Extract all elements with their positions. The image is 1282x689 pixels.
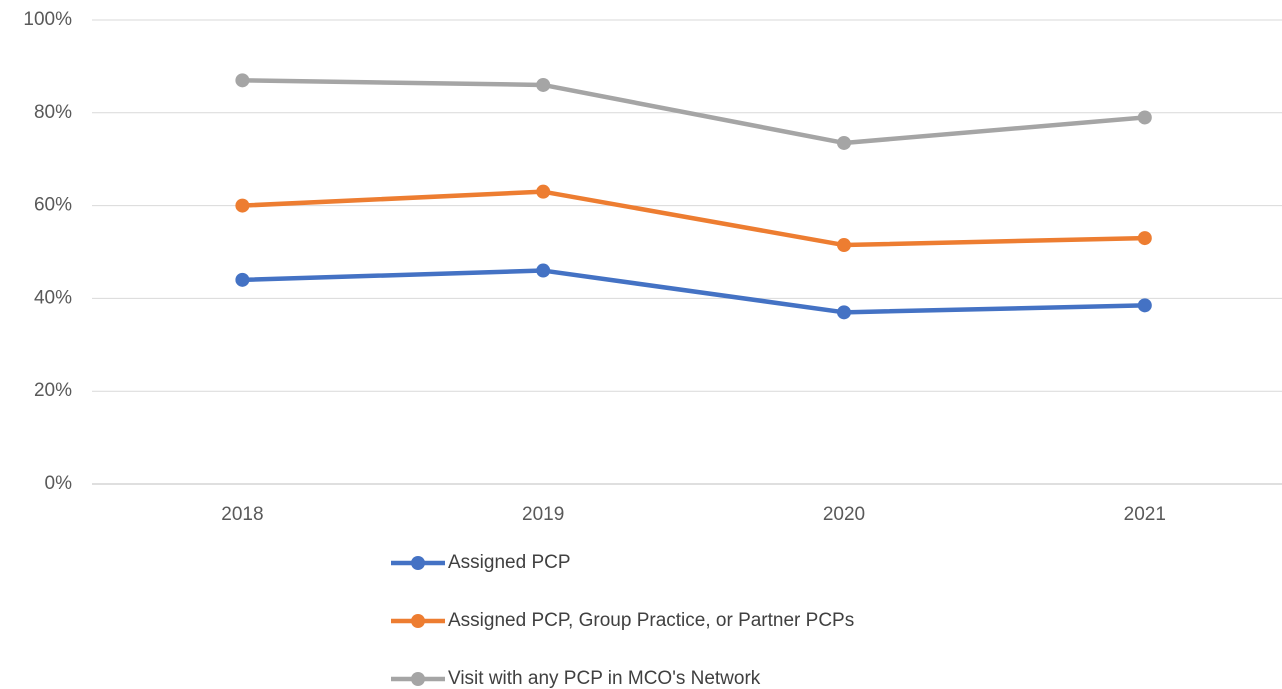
legend-swatch-marker xyxy=(411,556,425,570)
x-tick-label: 2021 xyxy=(1124,504,1166,525)
legend-label: Visit with any PCP in MCO's Network xyxy=(448,668,761,689)
data-point xyxy=(1137,298,1152,313)
legend-label: Assigned PCP xyxy=(448,552,571,573)
x-tick-label: 2018 xyxy=(221,504,263,525)
data-point xyxy=(235,272,250,287)
data-point xyxy=(536,77,551,92)
y-tick-label: 100% xyxy=(23,9,72,30)
series-line xyxy=(240,189,1148,248)
y-tick-label: 0% xyxy=(45,473,73,494)
y-tick-label: 60% xyxy=(34,195,72,216)
legend-swatch-marker xyxy=(411,672,425,686)
y-tick-label: 80% xyxy=(34,102,72,123)
data-point xyxy=(1137,110,1152,125)
legend-swatch-marker xyxy=(411,614,425,628)
y-tick-label: 40% xyxy=(34,287,72,308)
data-point xyxy=(235,198,250,213)
data-point xyxy=(837,135,851,150)
data-point xyxy=(235,73,250,88)
data-point xyxy=(536,263,551,278)
x-tick-label: 2019 xyxy=(522,504,564,525)
y-tick-label: 20% xyxy=(34,380,72,401)
series-line xyxy=(240,78,1148,146)
legend-label: Assigned PCP, Group Practice, or Partner… xyxy=(448,610,854,631)
data-point xyxy=(837,305,851,320)
data-point xyxy=(536,184,551,199)
x-tick-label: 2020 xyxy=(823,504,865,525)
series-line xyxy=(240,268,1148,315)
data-point xyxy=(837,238,851,253)
data-point xyxy=(1137,231,1152,246)
